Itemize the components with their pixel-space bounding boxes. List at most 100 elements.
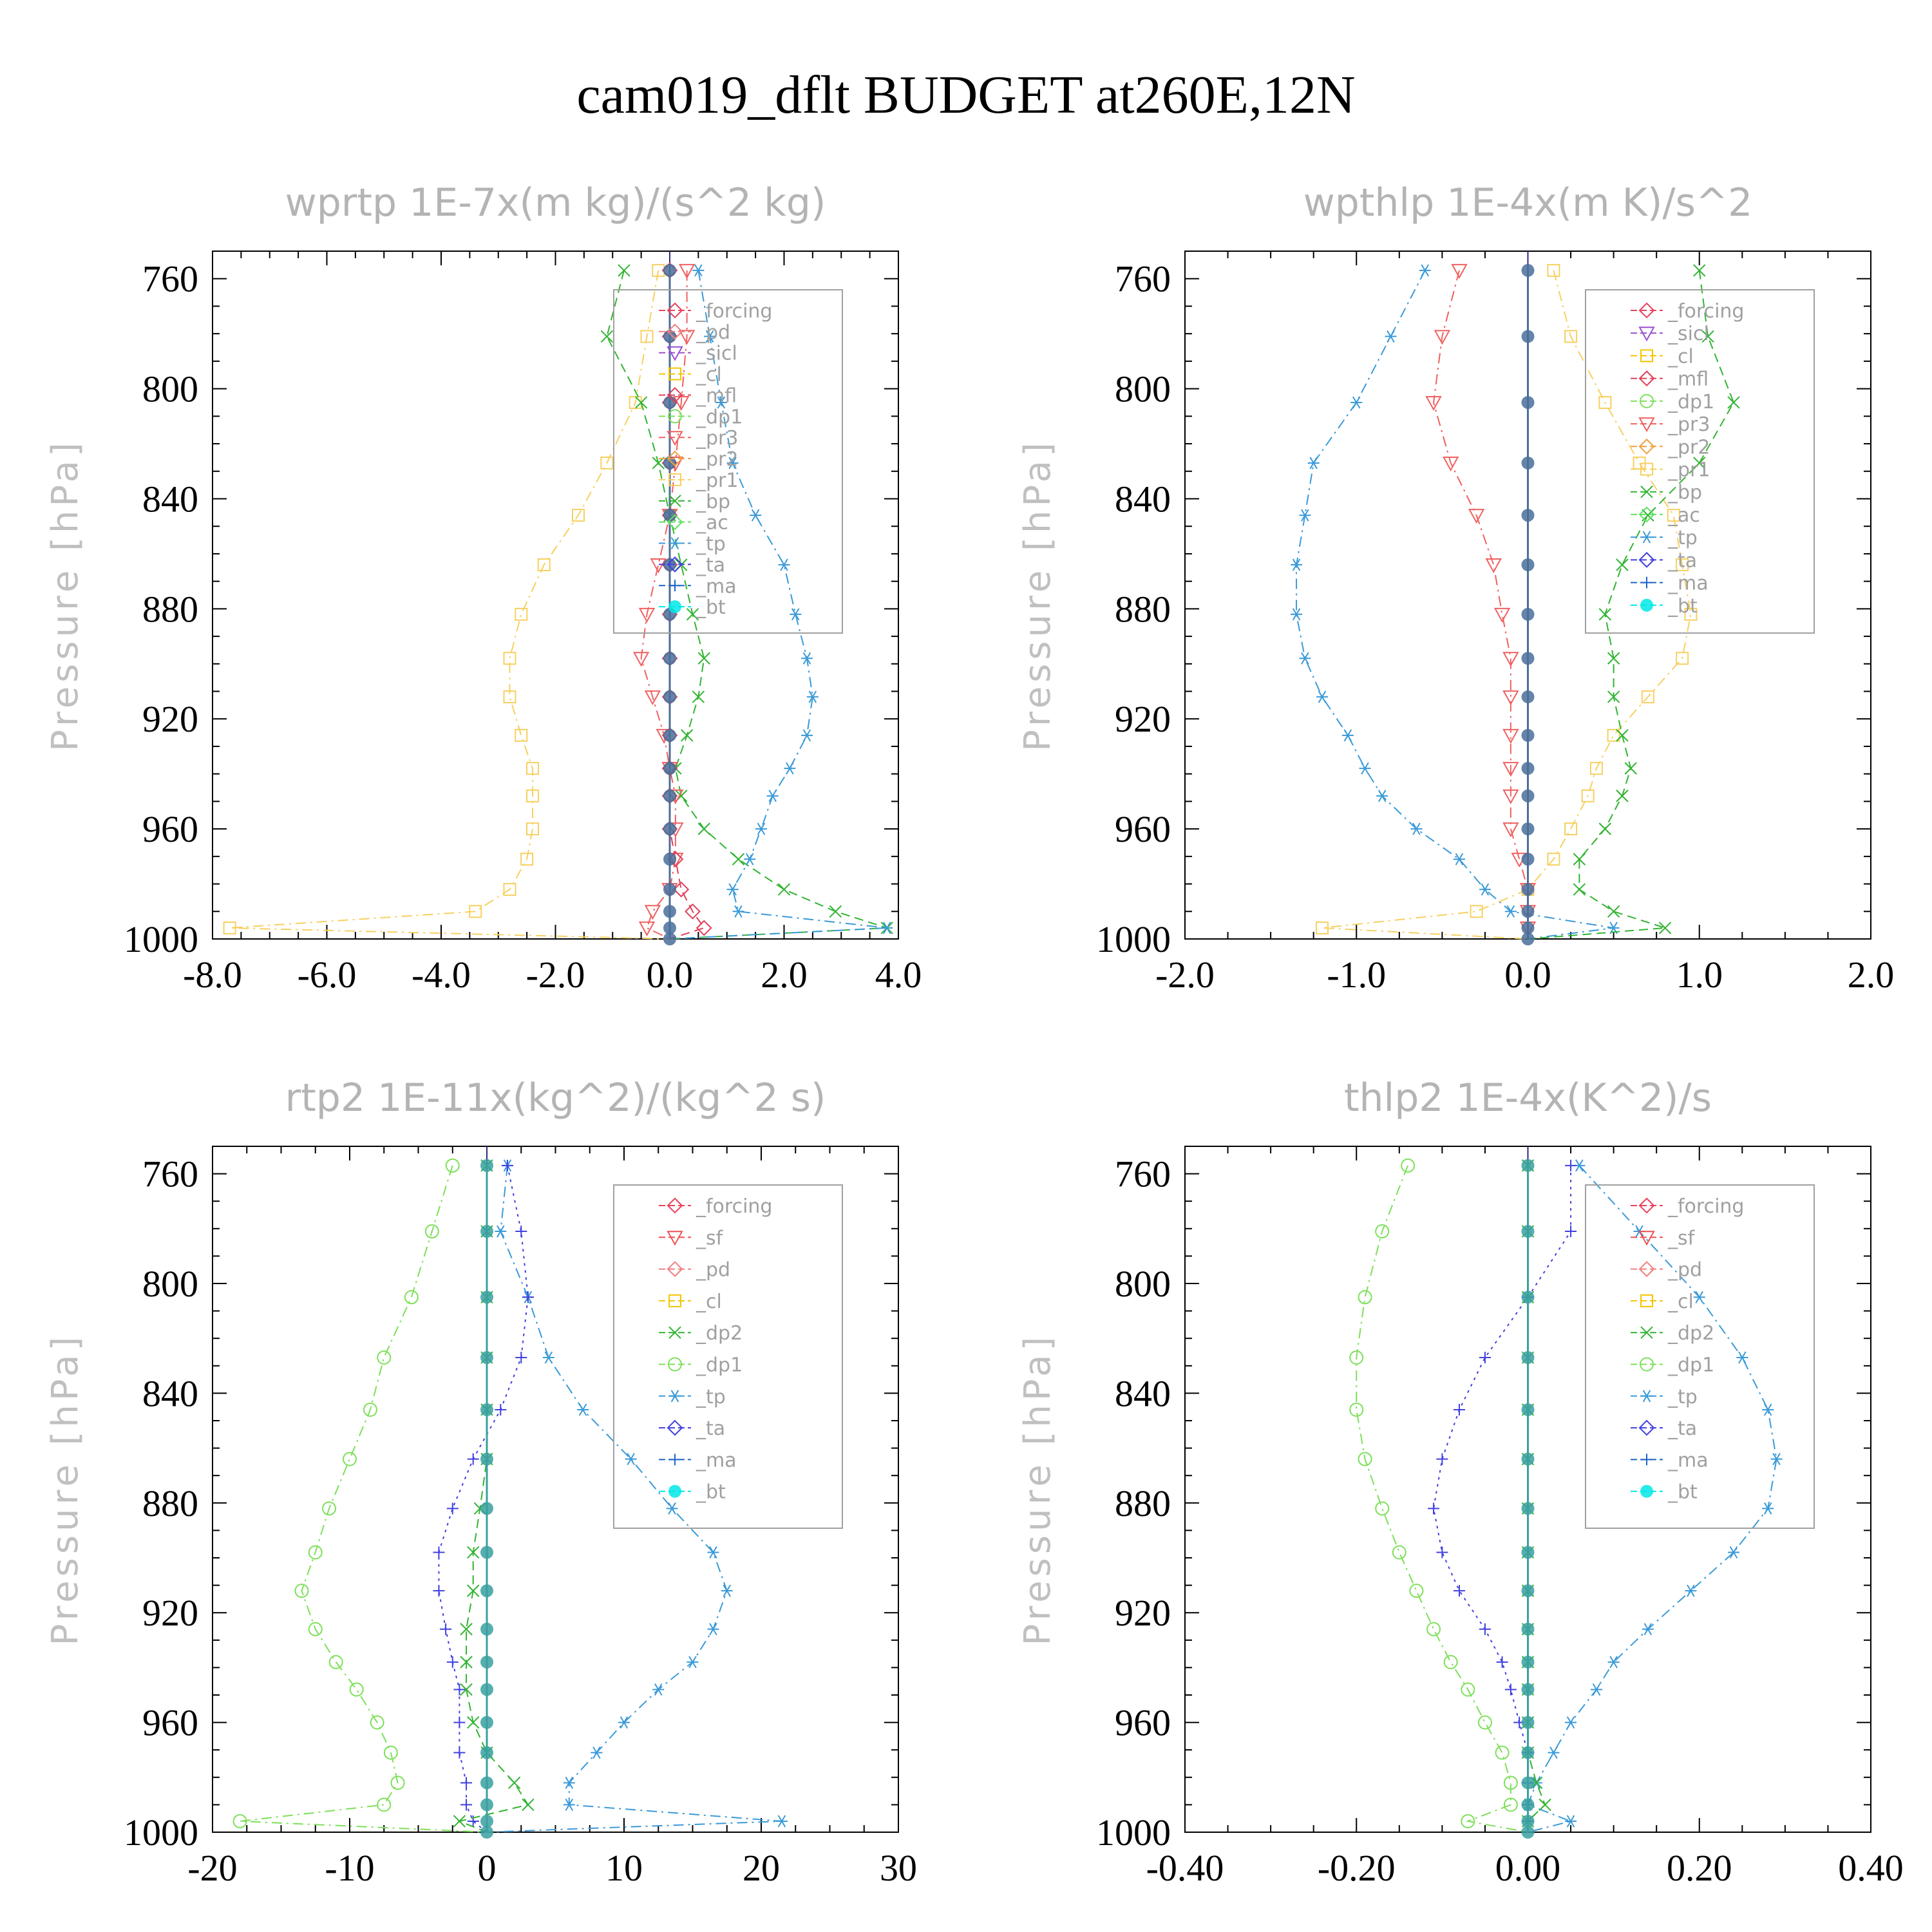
data-point	[1667, 509, 1680, 522]
panel-title: wprtp 1E-7x(m kg)/(s^2 kg)	[285, 180, 826, 225]
data-point	[1598, 608, 1612, 621]
data-point	[600, 330, 614, 343]
data-point	[680, 729, 694, 742]
legend-marker	[667, 1231, 683, 1246]
data-point	[232, 1814, 247, 1828]
data-point	[1728, 1546, 1739, 1558]
data-point	[446, 1502, 459, 1515]
legend-marker	[1638, 327, 1655, 342]
data-point	[775, 1815, 788, 1828]
legend-label: _pr3	[1667, 413, 1710, 436]
y-tick-label: 760	[1115, 258, 1171, 300]
data-point	[638, 607, 656, 623]
y-tick-label: 760	[1115, 1153, 1171, 1195]
y-tick-label: 1000	[1096, 1812, 1171, 1853]
data-point	[673, 881, 690, 898]
data-point	[1521, 1403, 1535, 1416]
data-point	[1684, 607, 1698, 621]
data-point	[480, 1622, 493, 1636]
series-tp	[669, 264, 893, 940]
legend-label: _ac	[696, 512, 728, 535]
legend-marker	[1640, 598, 1653, 612]
series-bt	[1521, 1159, 1535, 1839]
data-point	[1564, 822, 1578, 836]
data-point	[377, 1797, 392, 1812]
data-point	[1581, 789, 1595, 802]
data-point	[1341, 729, 1354, 742]
data-point	[515, 607, 528, 621]
legend-label: _mfl	[696, 384, 737, 407]
data-point	[1521, 1584, 1535, 1598]
y-tick-label: 1000	[124, 1812, 198, 1853]
y-tick-label: 800	[1115, 1263, 1171, 1305]
data-point	[591, 1746, 603, 1759]
legend-marker	[668, 367, 681, 381]
data-point	[308, 1622, 323, 1636]
data-point	[1385, 330, 1397, 343]
legend-label: _sf	[696, 1227, 724, 1249]
data-point	[480, 1655, 493, 1669]
legend-box	[1585, 289, 1815, 634]
data-point	[732, 905, 744, 918]
data-point	[1461, 1814, 1475, 1828]
data-point	[881, 922, 893, 934]
data-point	[466, 1584, 480, 1597]
data-point	[1658, 922, 1672, 934]
data-point	[453, 1747, 466, 1759]
legend-marker	[667, 431, 683, 446]
data-point	[1428, 1502, 1440, 1515]
data-point	[343, 1452, 357, 1466]
data-point	[1496, 1656, 1508, 1668]
legend-marker	[667, 1261, 683, 1278]
legend-label: _ta	[696, 1417, 725, 1440]
data-point	[1616, 558, 1629, 571]
data-point	[433, 1585, 445, 1597]
data-point	[1676, 652, 1689, 665]
plot-frame	[212, 1146, 899, 1833]
data-point	[1419, 264, 1431, 277]
data-point	[692, 264, 705, 277]
data-point	[1350, 396, 1363, 409]
legend-marker	[667, 387, 683, 403]
panel-thlp2: thlp2 1E-4x(K^2)/s Pressure [hPa] 760 800 84…	[1017, 1075, 1904, 1889]
legend-marker	[668, 1357, 682, 1372]
data-point	[663, 456, 676, 469]
data-point	[766, 790, 779, 802]
legend-label: _ta	[1667, 1417, 1697, 1440]
data-point	[503, 690, 516, 704]
data-point	[1676, 558, 1689, 572]
y-tick-label: 880	[142, 588, 198, 630]
data-point	[460, 1683, 473, 1696]
data-point	[1521, 690, 1535, 704]
legend-marker	[1640, 1484, 1653, 1498]
data-point	[1521, 1159, 1535, 1172]
data-point	[453, 1716, 466, 1728]
x-tick-label: 0.0	[647, 954, 694, 996]
data-point	[1521, 728, 1535, 742]
legend-label: _pr1	[1667, 459, 1710, 482]
data-point	[480, 1291, 493, 1304]
legend-box	[1585, 1184, 1815, 1529]
data-point	[1685, 1584, 1697, 1597]
legend-label: _ac	[1667, 504, 1700, 527]
data-point	[460, 1799, 473, 1811]
data-point	[1521, 1683, 1535, 1696]
x-tick-label: 0.00	[1495, 1847, 1561, 1889]
data-point	[515, 1226, 527, 1238]
data-point	[732, 853, 745, 866]
data-point	[1468, 509, 1485, 524]
y-tick-label: 960	[1115, 1702, 1171, 1744]
data-point	[1624, 762, 1637, 775]
legend-box	[613, 1184, 843, 1529]
series-line	[1433, 270, 1529, 939]
data-point	[663, 509, 676, 522]
legend-label: _bt	[1667, 1481, 1698, 1504]
data-point	[1375, 1224, 1390, 1239]
data-point	[480, 1546, 493, 1559]
legend-label: _pr1	[696, 469, 738, 492]
data-point	[1565, 1159, 1577, 1171]
legend-label: _dp1	[696, 406, 743, 428]
data-point	[1454, 853, 1465, 866]
series-dp1	[1349, 1158, 1528, 1833]
x-tick-label: 2.0	[761, 954, 808, 996]
